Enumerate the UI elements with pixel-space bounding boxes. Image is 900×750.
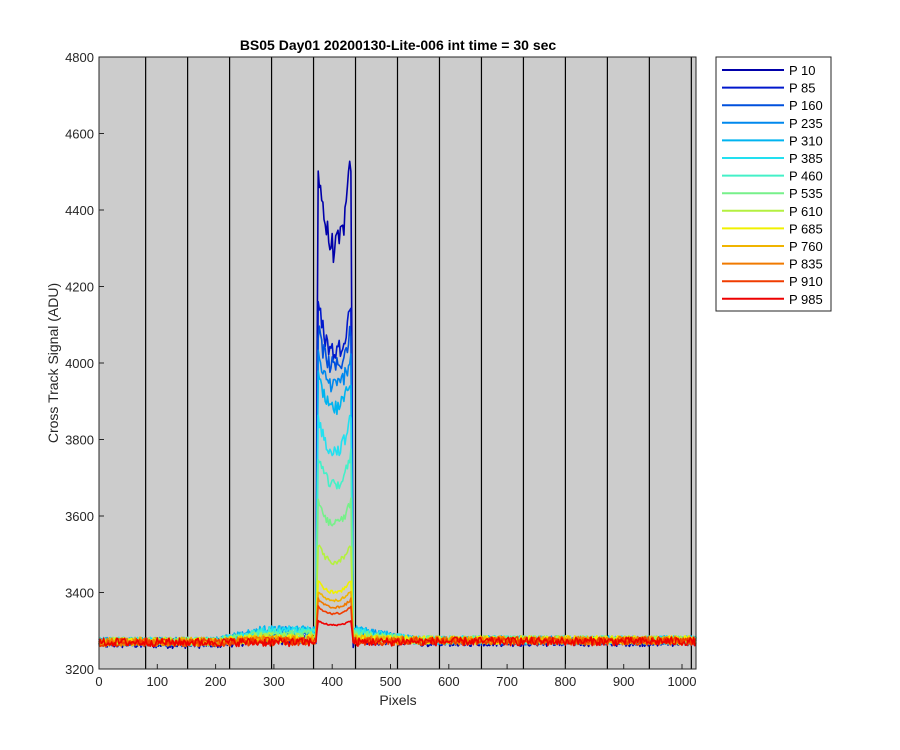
- y-axis: 3200 3400 3600 3800 4000 4200 4400 4600 4800: [65, 50, 104, 677]
- legend-label-10: P 760: [789, 239, 823, 254]
- legend-label-4: P 310: [789, 133, 823, 148]
- series-line-13: [98, 619, 697, 648]
- y-tick-label: 3800: [65, 433, 94, 448]
- x-tick-label: 400: [321, 674, 343, 689]
- legend-label-5: P 385: [789, 151, 823, 166]
- y-tick-label: 3200: [65, 662, 94, 677]
- legend-label-7: P 535: [789, 186, 823, 201]
- x-tick-label: 200: [205, 674, 227, 689]
- legend-label-8: P 610: [789, 204, 823, 219]
- legend-label-1: P 85: [789, 81, 816, 96]
- x-tick-label: 700: [496, 674, 518, 689]
- y-tick-label: 3400: [65, 586, 94, 601]
- y-tick-label: 3600: [65, 509, 94, 524]
- gridlines: [145, 57, 692, 669]
- y-tick-label: 4400: [65, 203, 94, 218]
- legend-label-2: P 160: [789, 98, 823, 113]
- x-axis-label: Pixels: [379, 692, 416, 708]
- x-tick-label: 500: [380, 674, 402, 689]
- legend-label-11: P 835: [789, 257, 823, 272]
- x-tick-label: 800: [555, 674, 577, 689]
- legend-label-13: P 985: [789, 292, 823, 307]
- y-axis-label: Cross Track Signal (ADU): [45, 283, 61, 443]
- y-tick-label: 4600: [65, 127, 94, 142]
- legend-label-6: P 460: [789, 169, 823, 184]
- legend-box: [715, 56, 832, 312]
- y-tick-label: 4800: [65, 50, 94, 65]
- x-tick-label: 1000: [668, 674, 697, 689]
- x-tick-label: 100: [146, 674, 168, 689]
- legend-label-3: P 235: [789, 116, 823, 131]
- series-layer: [98, 160, 697, 650]
- y-tick-label: 4200: [65, 280, 94, 295]
- y-tick-label: 4000: [65, 356, 94, 371]
- x-tick-label: 900: [613, 674, 635, 689]
- legend-label-9: P 685: [789, 221, 823, 236]
- x-axis: 0 100 200 300 400 500 600 700 800 900 1000: [95, 664, 696, 689]
- x-tick-label: 300: [263, 674, 285, 689]
- legend-label-12: P 910: [789, 274, 823, 289]
- chart-title: BS05 Day01 20200130-Lite-006 int time = …: [240, 37, 557, 53]
- legend: P 10 P 85 P 160 P 235 P 310 P 385 P 460 P 535 P …: [715, 56, 832, 312]
- legend-label-0: P 10: [789, 63, 816, 78]
- x-tick-label: 0: [95, 674, 102, 689]
- x-tick-label: 600: [438, 674, 460, 689]
